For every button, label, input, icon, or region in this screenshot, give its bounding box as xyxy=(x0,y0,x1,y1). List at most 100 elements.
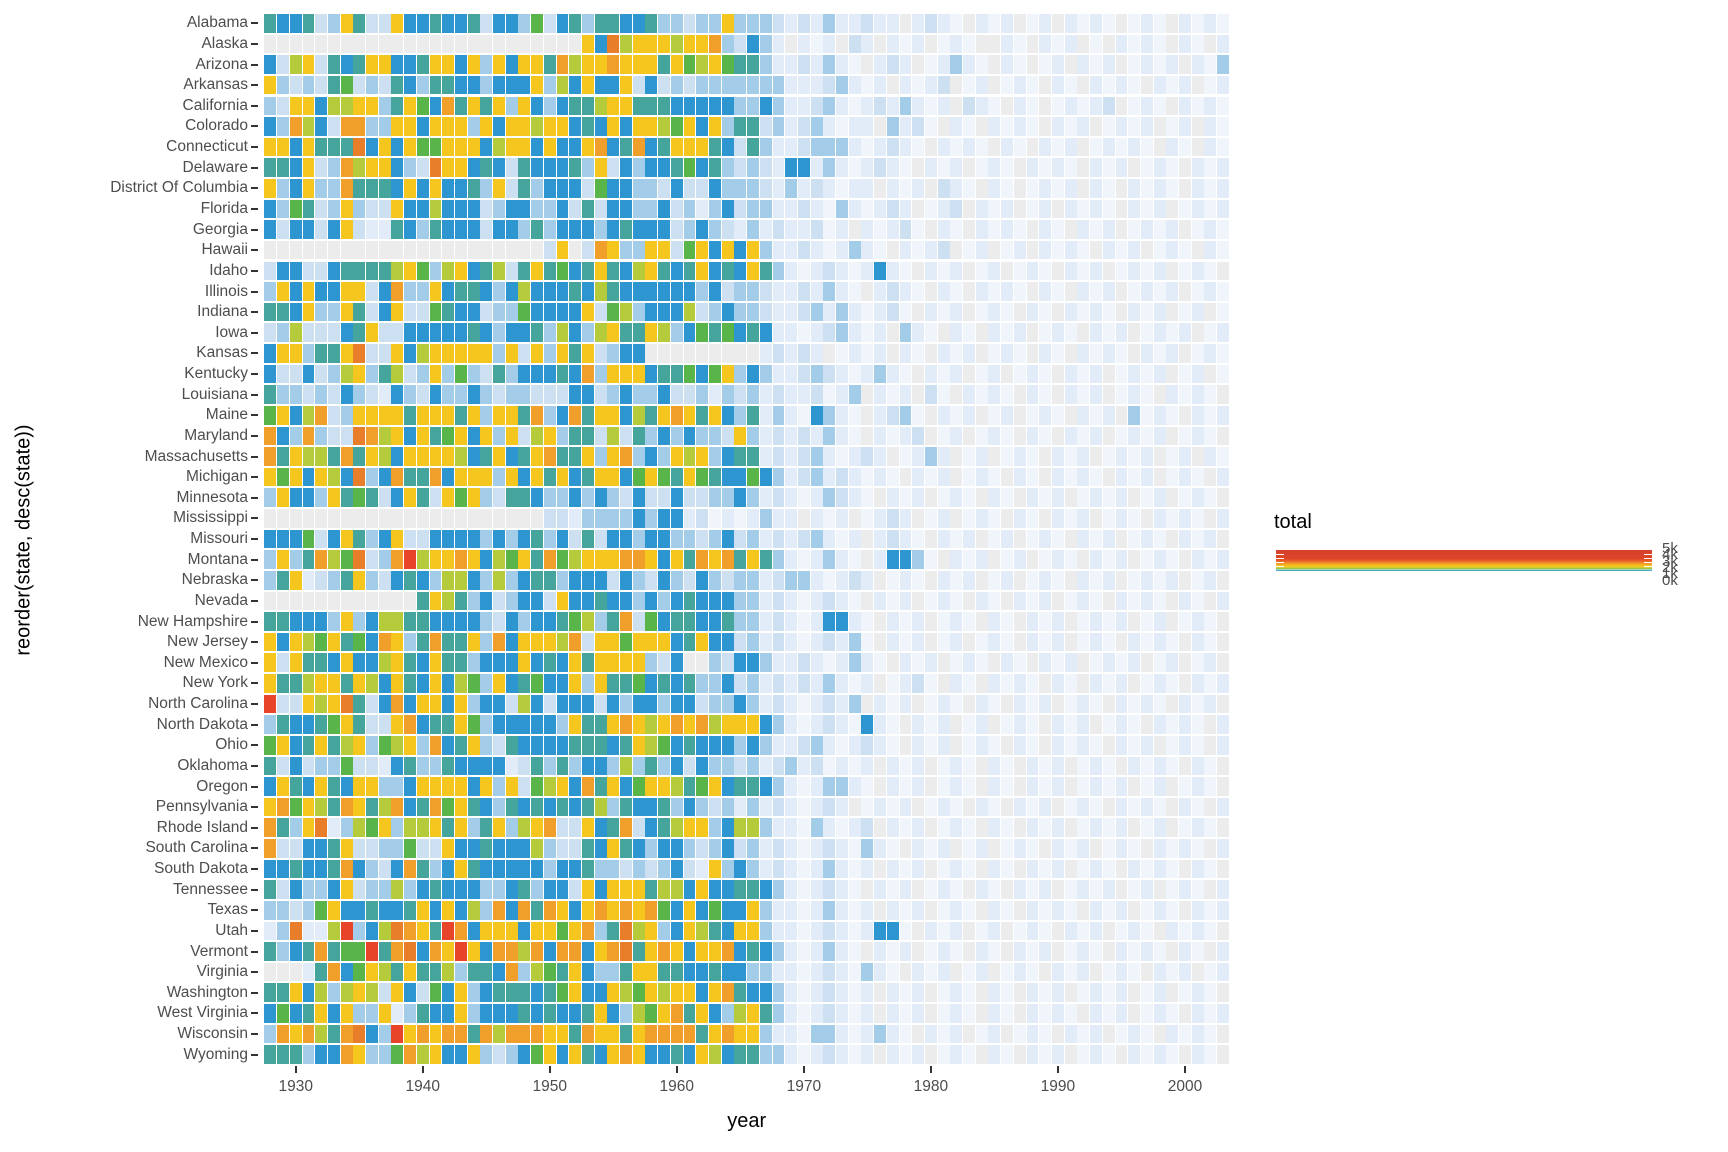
heatmap-cell xyxy=(823,1004,836,1023)
heatmap-cell xyxy=(480,34,493,54)
heatmap-cell xyxy=(442,55,455,74)
y-axis-label: Massachusetts xyxy=(144,447,248,465)
heatmap-cell xyxy=(937,570,950,590)
heatmap-cell xyxy=(429,818,442,838)
heatmap-cell xyxy=(378,859,391,879)
heatmap-cell xyxy=(543,117,556,136)
heatmap-cell xyxy=(632,983,645,1003)
heatmap-cell xyxy=(1051,75,1064,95)
heatmap-cell xyxy=(556,570,569,590)
x-tick-mark xyxy=(548,1065,551,1073)
heatmap-cell xyxy=(899,632,912,652)
heatmap-cell xyxy=(683,550,696,569)
heatmap-cell xyxy=(772,179,785,198)
heatmap-cell xyxy=(391,1045,404,1064)
heatmap-cell xyxy=(848,570,861,590)
heatmap-cell xyxy=(620,1024,632,1044)
heatmap-cell xyxy=(594,550,607,569)
x-axis-label: 1990 xyxy=(1040,1077,1076,1095)
heatmap-cell xyxy=(531,591,544,611)
heatmap-cell xyxy=(404,1004,417,1023)
heatmap-cell xyxy=(1153,447,1166,466)
heatmap-cell xyxy=(404,735,417,755)
heatmap-cell xyxy=(543,55,556,74)
heatmap-cell xyxy=(378,694,391,714)
heatmap-cell xyxy=(1013,75,1026,95)
heatmap-cell xyxy=(327,756,340,776)
heatmap-cell xyxy=(1013,880,1026,899)
heatmap-cell xyxy=(810,550,823,569)
heatmap-cell xyxy=(366,839,378,858)
heatmap-cell xyxy=(1051,467,1064,487)
heatmap-cell xyxy=(1064,344,1077,363)
heatmap-cell xyxy=(1140,962,1153,982)
heatmap-cell xyxy=(429,261,442,281)
heatmap-cell xyxy=(429,756,442,776)
heatmap-cell xyxy=(1077,983,1090,1003)
heatmap-cell xyxy=(264,179,277,198)
heatmap-cell xyxy=(734,55,747,74)
heatmap-cell xyxy=(658,550,671,569)
heatmap-cell xyxy=(518,14,531,33)
heatmap-cell xyxy=(1153,509,1166,528)
heatmap-cell xyxy=(683,14,696,33)
heatmap-cell xyxy=(505,632,518,652)
heatmap-cell xyxy=(1077,818,1090,838)
heatmap-cell xyxy=(734,282,747,301)
heatmap-cell xyxy=(632,859,645,879)
heatmap-cell xyxy=(429,179,442,198)
heatmap-cell xyxy=(353,900,366,920)
heatmap-cell xyxy=(594,199,607,219)
heatmap-cell xyxy=(759,179,772,198)
heatmap-cell xyxy=(861,75,874,95)
heatmap-cell xyxy=(683,488,696,507)
heatmap-cell xyxy=(442,447,455,466)
heatmap-cell xyxy=(810,179,823,198)
heatmap-cell xyxy=(531,467,544,487)
heatmap-cell xyxy=(747,859,759,879)
heatmap-cell xyxy=(581,344,594,363)
legend-tick-mark xyxy=(1276,557,1284,560)
heatmap-cell xyxy=(581,529,594,549)
heatmap-cell xyxy=(836,674,848,693)
heatmap-cell xyxy=(378,14,391,33)
heatmap-cell xyxy=(454,529,467,549)
heatmap-cell xyxy=(378,75,391,95)
heatmap-cell xyxy=(1128,488,1141,507)
heatmap-cell xyxy=(1064,282,1077,301)
heatmap-cell xyxy=(569,302,582,322)
heatmap-cell xyxy=(797,1024,810,1044)
heatmap-cell xyxy=(581,962,594,982)
heatmap-cell xyxy=(963,364,975,384)
heatmap-cell xyxy=(836,261,848,281)
heatmap-cell xyxy=(899,323,912,342)
heatmap-cell xyxy=(861,674,874,693)
heatmap-cell xyxy=(480,818,493,838)
heatmap-cell xyxy=(340,199,353,219)
heatmap-cell xyxy=(1077,75,1090,95)
heatmap-cell xyxy=(518,405,531,425)
heatmap-cell xyxy=(670,1004,683,1023)
heatmap-cell xyxy=(505,55,518,74)
y-tick-mark xyxy=(251,888,258,891)
heatmap-cell xyxy=(1026,426,1039,446)
heatmap-cell xyxy=(988,797,1001,817)
heatmap-cell xyxy=(1140,34,1153,54)
heatmap-cell xyxy=(1090,344,1102,363)
heatmap-cell xyxy=(1026,137,1039,157)
heatmap-cell xyxy=(1115,529,1128,549)
heatmap-cell xyxy=(556,137,569,157)
heatmap-cell xyxy=(848,467,861,487)
heatmap-cell xyxy=(467,921,480,941)
heatmap-cell xyxy=(315,137,328,157)
heatmap-cell xyxy=(734,674,747,693)
heatmap-cell xyxy=(1051,921,1064,941)
heatmap-cell xyxy=(899,199,912,219)
heatmap-cell xyxy=(797,859,810,879)
heatmap-cell xyxy=(861,344,874,363)
y-axis-label: Rhode Island xyxy=(156,818,248,836)
heatmap-cell xyxy=(366,797,378,817)
heatmap-cell xyxy=(975,735,988,755)
heatmap-cell xyxy=(950,488,963,507)
heatmap-cell xyxy=(924,591,937,611)
